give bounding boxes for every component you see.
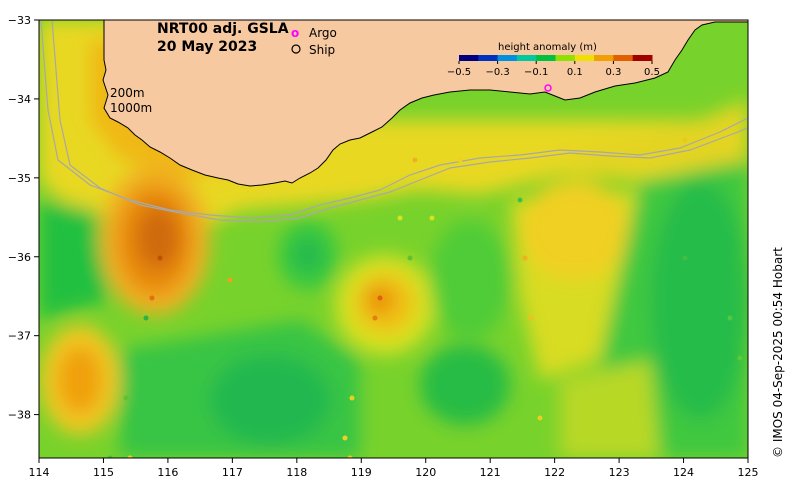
y-tick-label: −35: [8, 172, 31, 185]
colorbar-tick-label: −0.3: [485, 67, 509, 78]
colorbar-swatch: [478, 55, 499, 61]
plot-frame: [38, 19, 749, 459]
bathymetry-contours: [40, 20, 748, 223]
x-tick-label: 120: [415, 466, 436, 479]
x-tick-label: 122: [544, 466, 565, 479]
colorbar-title: height anomaly (m): [498, 42, 597, 53]
colorbar-tick-label: −0.1: [524, 67, 548, 78]
map-title-date: 20 May 2023: [157, 39, 257, 55]
y-tick-label: −34: [8, 93, 31, 106]
colorbar-swatch: [574, 55, 595, 61]
colorbar: height anomaly (m) −0.5 −0.3 −0.1 0.1 0.3 0.5: [447, 42, 660, 78]
x-axis: 114 115 116 117 118 119 120 121 122 123 124 125: [29, 458, 759, 479]
y-tick-label: −33: [8, 14, 31, 27]
y-tick-label: −38: [8, 409, 31, 422]
y-axis: −33 −34 −35 −36 −37 −38: [8, 14, 39, 422]
colorbar-tick-label: 0.1: [567, 67, 583, 78]
x-tick-label: 121: [480, 466, 501, 479]
colorbar-swatch: [536, 55, 556, 61]
colorbar-swatch: [516, 55, 537, 61]
x-tick-label: 117: [222, 466, 243, 479]
colorbar-swatch: [613, 55, 634, 61]
colorbar-tick-label: 0.5: [644, 67, 660, 78]
x-tick-label: 124: [673, 466, 694, 479]
colorbar-swatch: [632, 55, 653, 61]
map-title-product: NRT00 adj. GSLA: [157, 21, 289, 37]
colorbar-swatch: [555, 55, 576, 61]
x-tick-label: 119: [351, 466, 372, 479]
australia-landmass: [102, 20, 748, 187]
x-tick-label: 123: [609, 466, 630, 479]
ship-legend-label: Ship: [309, 43, 335, 57]
y-tick-label: −37: [8, 330, 31, 343]
x-tick-label: 114: [29, 466, 50, 479]
colorbar-tick-label: −0.5: [447, 67, 471, 78]
argo-legend-label: Argo: [309, 26, 337, 40]
x-tick-label: 118: [286, 466, 307, 479]
colorbar-tick-label: 0.3: [605, 67, 621, 78]
y-tick-label: −36: [8, 251, 31, 264]
anomaly-field: [39, 20, 748, 458]
ship-symbol-icon: [291, 44, 301, 54]
colorbar-swatch: [497, 55, 518, 61]
x-tick-label: 125: [738, 466, 759, 479]
observation-markers: [107, 84, 743, 458]
colorbar-swatch: [594, 55, 614, 61]
credit-text: © IMOS 04-Sep-2025 00:54 Hobart: [771, 247, 785, 458]
contour-label-1000m: 1000m: [110, 101, 152, 115]
x-tick-label: 116: [157, 466, 178, 479]
contour-label-200m: 200m: [110, 86, 145, 100]
argo-symbol: o: [291, 26, 299, 40]
colorbar-swatch: [459, 55, 479, 61]
x-tick-label: 115: [93, 466, 114, 479]
